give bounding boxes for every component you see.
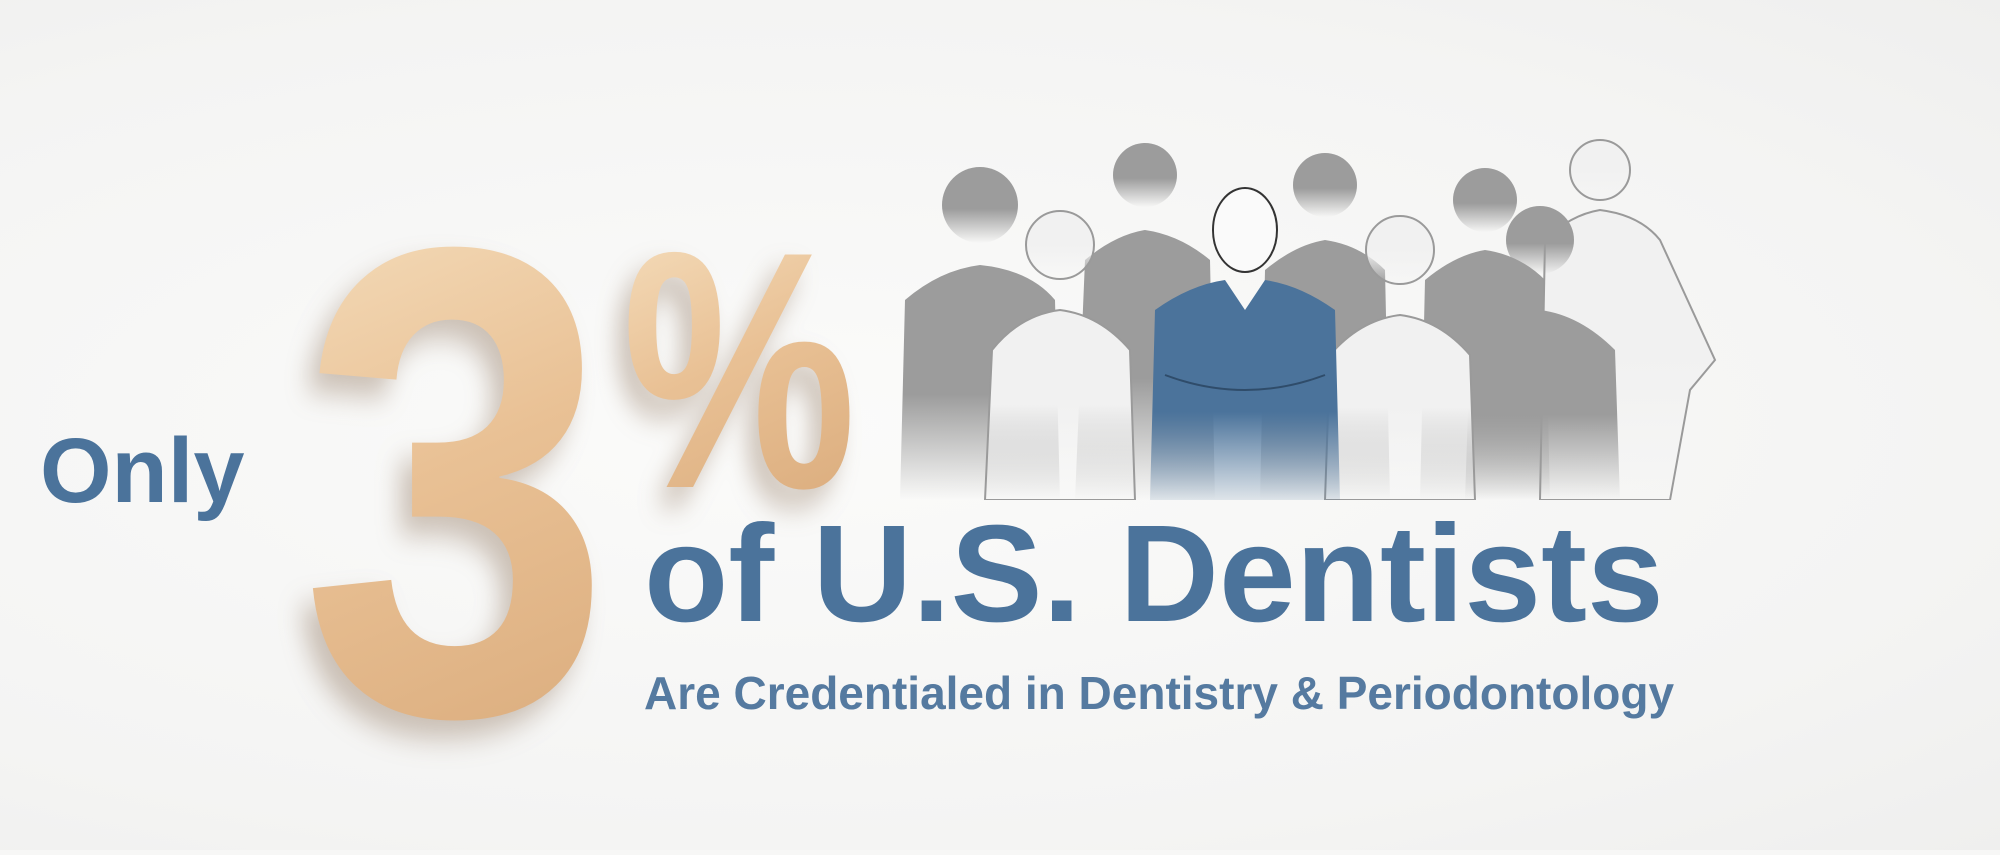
person-figure-outline: [983, 210, 1137, 500]
subtitle: Are Credentialed in Dentistry & Periodon…: [644, 667, 1675, 719]
dental-professionals-illustration: [900, 139, 1717, 500]
person-figure-outline: [1323, 215, 1477, 500]
wooden-percent-sign: %: [622, 181, 857, 559]
prefix-text: Only: [40, 420, 245, 522]
wooden-number-3: 3: [300, 108, 613, 855]
person-figure-grey: [1465, 206, 1620, 500]
highlighted-dentist-figure: [1150, 187, 1340, 500]
headline: of U.S. Dentists: [644, 497, 1664, 651]
